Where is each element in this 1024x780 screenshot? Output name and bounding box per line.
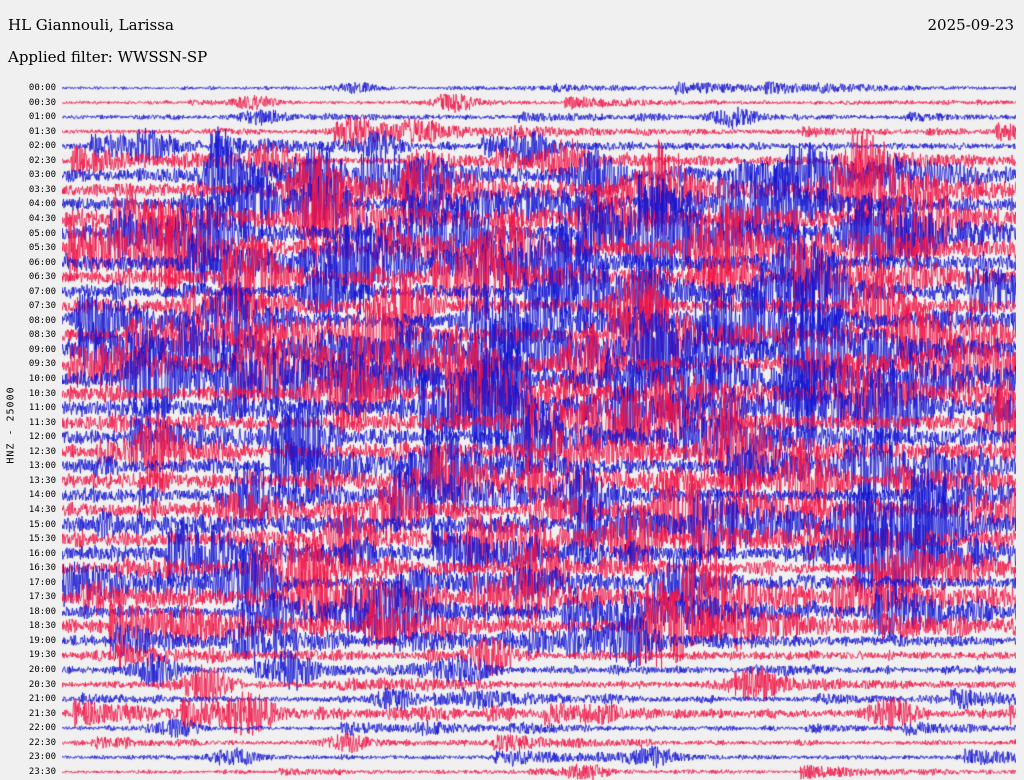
time-label-20:00: 20:00: [28, 665, 56, 675]
time-label-23:00: 23:00: [28, 752, 56, 763]
time-label-17:30: 17:30: [28, 592, 56, 603]
time-label-20:30: 20:30: [28, 679, 56, 690]
time-label-10:30: 10:30: [28, 388, 56, 399]
time-label-13:30: 13:30: [28, 475, 56, 486]
time-label-14:30: 14:30: [28, 504, 56, 515]
header: HL Giannouli, Larissa 2025-09-23: [8, 16, 1014, 34]
time-label-04:00: 04:00: [28, 199, 56, 210]
time-label-02:00: 02:00: [28, 141, 56, 152]
seismogram-canvas: [62, 76, 1016, 780]
time-label-18:00: 18:00: [28, 606, 56, 617]
time-label-06:30: 06:30: [28, 272, 56, 283]
time-label-11:30: 11:30: [28, 417, 56, 428]
time-label-09:30: 09:30: [28, 359, 56, 370]
time-label-14:00: 14:00: [28, 490, 56, 501]
time-label-07:30: 07:30: [28, 301, 56, 312]
time-label-03:30: 03:30: [28, 184, 56, 195]
time-label-08:30: 08:30: [28, 330, 56, 341]
time-label-16:30: 16:30: [28, 563, 56, 574]
time-label-13:00: 13:00: [28, 461, 56, 472]
time-label-05:00: 05:00: [28, 228, 56, 239]
time-label-23:30: 23:30: [28, 766, 56, 777]
time-label-00:00: 00:00: [28, 83, 56, 93]
date-label: 2025-09-23: [927, 16, 1014, 34]
time-label-01:00: 01:00: [28, 112, 56, 123]
time-label-01:30: 01:30: [28, 126, 56, 137]
time-label-06:00: 06:00: [28, 257, 56, 268]
time-axis: 00:00 00:30 01:00 01:30 02:00 02:30 03:00 03:30…: [0, 76, 60, 780]
time-label-22:30: 22:30: [28, 737, 56, 748]
time-label-03:00: 03:00: [28, 170, 56, 181]
time-label-12:30: 12:30: [28, 446, 56, 457]
time-label-15:30: 15:30: [28, 534, 56, 545]
time-label-07:00: 07:00: [28, 286, 56, 297]
time-label-18:30: 18:30: [28, 621, 56, 632]
seismogram-plot: 00:00 00:30 01:00 01:30 02:00 02:30 03:00 03:30…: [0, 76, 1024, 780]
time-label-02:30: 02:30: [28, 155, 56, 166]
time-label-16:00: 16:00: [28, 548, 56, 559]
time-label-17:00: 17:00: [28, 577, 56, 588]
time-label-22:00: 22:00: [28, 723, 56, 734]
time-label-04:30: 04:30: [28, 213, 56, 224]
filter-label: Applied filter: WWSSN-SP: [8, 48, 208, 66]
time-label-00:30: 00:30: [28, 97, 56, 108]
time-label-19:00: 19:00: [28, 635, 56, 646]
station-title: HL Giannouli, Larissa: [8, 16, 174, 34]
time-label-12:00: 12:00: [28, 432, 56, 443]
time-label-10:00: 10:00: [28, 374, 56, 384]
time-label-21:30: 21:30: [28, 708, 56, 719]
time-label-09:00: 09:00: [28, 344, 56, 355]
time-label-15:00: 15:00: [28, 519, 56, 530]
time-label-19:30: 19:30: [28, 650, 56, 661]
time-label-05:30: 05:30: [28, 243, 56, 254]
time-label-21:00: 21:00: [28, 694, 56, 705]
time-label-11:00: 11:00: [28, 403, 56, 414]
time-label-08:00: 08:00: [28, 315, 56, 326]
